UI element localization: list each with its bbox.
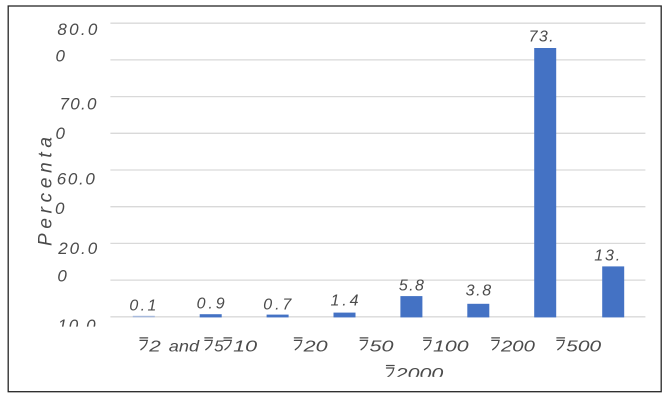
svg-text:100: 100: [433, 338, 469, 355]
svg-text:60.0: 60.0: [57, 169, 96, 188]
svg-text:10: 10: [233, 338, 257, 355]
svg-text:0.9: 0.9: [197, 295, 225, 312]
svg-text:0: 0: [56, 46, 66, 65]
svg-text:13.: 13.: [594, 247, 620, 264]
svg-text:200: 200: [500, 338, 535, 355]
svg-text:70.0: 70.0: [60, 94, 98, 113]
svg-text:0: 0: [55, 199, 65, 218]
svg-text:0: 0: [56, 124, 66, 143]
svg-text:10.0: 10.0: [58, 316, 97, 335]
svg-text:0.1: 0.1: [129, 298, 156, 315]
svg-text:20.0: 20.0: [57, 239, 98, 258]
svg-text:2: 2: [148, 338, 161, 355]
svg-text:80.0: 80.0: [57, 20, 98, 39]
svg-text:20: 20: [302, 338, 327, 355]
svg-text:and: and: [169, 338, 201, 355]
svg-text:0: 0: [57, 267, 67, 286]
svg-text:0.7: 0.7: [263, 296, 292, 313]
svg-text:1.4: 1.4: [331, 292, 359, 309]
svg-text:2000: 2000: [394, 366, 443, 383]
svg-text:3.8: 3.8: [466, 283, 492, 300]
svg-text:5: 5: [214, 338, 224, 355]
svg-text:50: 50: [370, 338, 394, 355]
svg-text:73.: 73.: [529, 29, 554, 46]
svg-text:5.8: 5.8: [399, 278, 424, 295]
svg-text:500: 500: [566, 338, 601, 355]
